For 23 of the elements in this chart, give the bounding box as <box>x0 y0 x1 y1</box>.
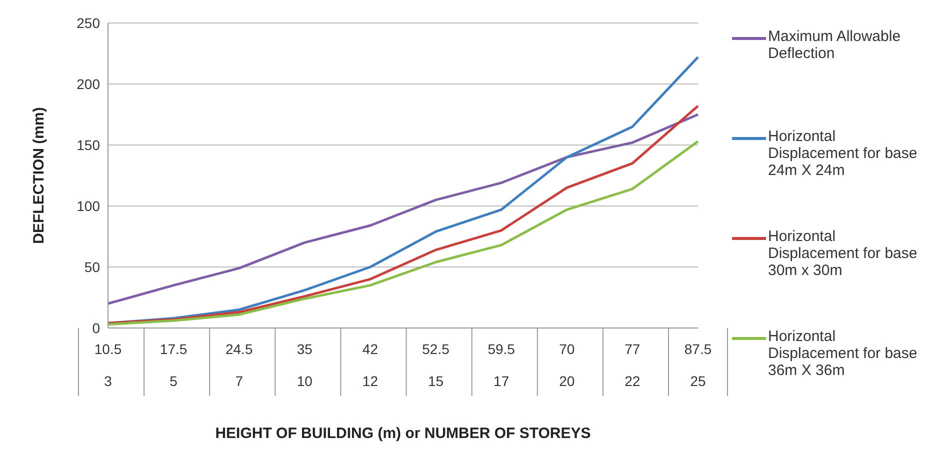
legend-label: Horizontal Displacement for base 36m X 36m <box>768 328 918 379</box>
y-tick-label: 0 <box>92 320 100 336</box>
x-tick-label: 42 12 <box>362 341 378 389</box>
y-tick-label: 250 <box>76 14 100 31</box>
y-tick-label: 200 <box>76 76 100 92</box>
x-tick-label: 70 20 <box>559 341 575 389</box>
x-tick-label: 77 22 <box>624 341 640 389</box>
x-axis-title: HEIGHT OF BUILDING (m) or NUMBER OF STOREYS <box>215 425 591 442</box>
y-axis-title: DEFLECTION (mm) <box>30 107 48 244</box>
y-tick-label: 150 <box>76 136 100 153</box>
x-tick-label: 24.5 7 <box>225 341 253 389</box>
x-tick-label: 59.5 17 <box>488 341 516 389</box>
legend-label: Horizontal Displacement for base 24m X 24m <box>768 128 918 179</box>
legend-label: Maximum Allowable Deflection <box>768 28 902 62</box>
x-tick-label: 10.5 3 <box>94 341 122 389</box>
x-tick-label: 35 10 <box>296 341 313 389</box>
x-tick-label: 87.5 25 <box>684 341 712 389</box>
line-series <box>106 140 700 326</box>
y-tick-label: 50 <box>84 258 100 275</box>
x-tick-label: 17.5 5 <box>160 341 188 389</box>
y-tick-label: 100 <box>76 198 100 214</box>
x-tick-label: 52.5 15 <box>422 341 450 389</box>
legend-label: Horizontal Displacement for base 30m x 30m <box>768 228 918 279</box>
